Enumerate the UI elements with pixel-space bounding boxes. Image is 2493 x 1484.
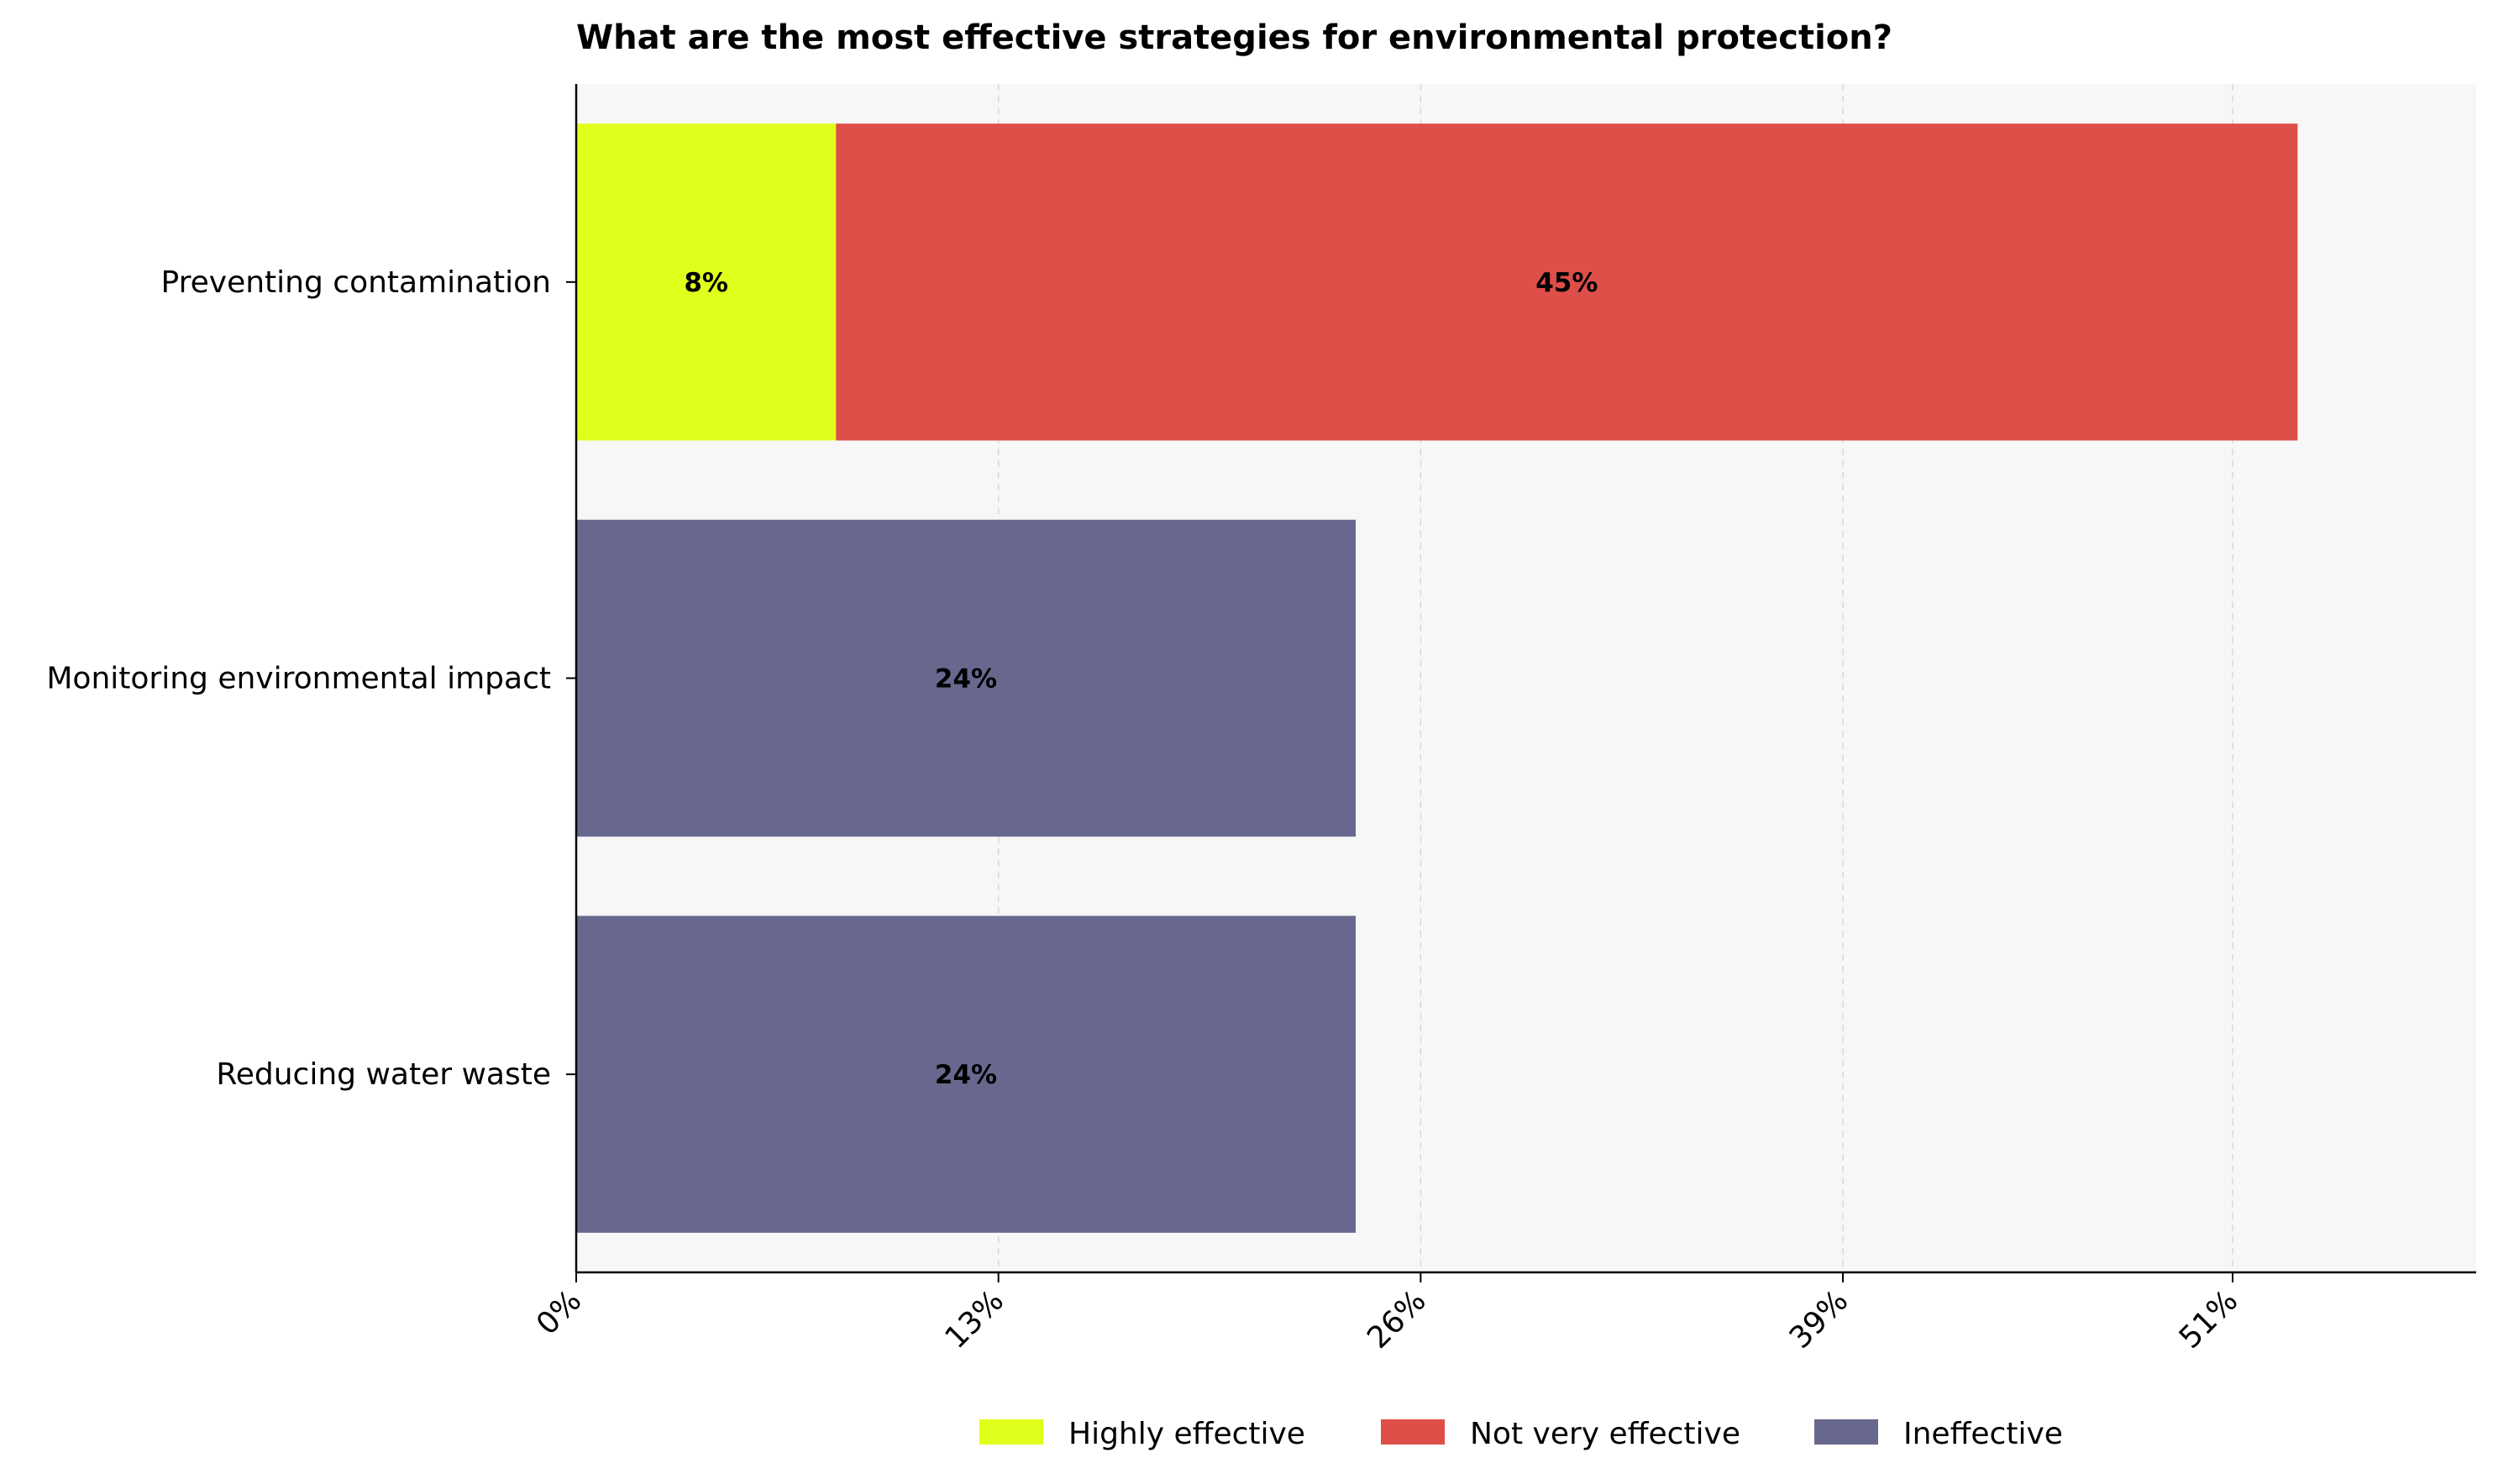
x-tick-label: 13% (938, 1283, 1010, 1356)
x-tick-label: 39% (1783, 1283, 1855, 1356)
chart-title: What are the most effective strategies f… (576, 18, 1892, 57)
bar-value-label: 8% (684, 268, 728, 298)
legend-label: Ineffective (1903, 1417, 2063, 1451)
category-label: Reducing water waste (216, 1057, 551, 1092)
category-label: Preventing contamination (161, 265, 551, 300)
legend-swatch (1381, 1419, 1445, 1445)
category-label: Monitoring environmental impact (46, 662, 551, 696)
x-tick-label: 0% (530, 1283, 588, 1341)
x-tick-label: 51% (2173, 1283, 2245, 1356)
legend-label: Not very effective (1470, 1417, 1740, 1451)
bar-value-label: 24% (935, 664, 997, 695)
bar-segment (836, 123, 2298, 441)
legend-swatch (979, 1419, 1043, 1445)
bar-value-label: 45% (1535, 268, 1598, 298)
x-tick-label: 26% (1361, 1283, 1433, 1356)
bar-segment (576, 915, 1356, 1233)
bar-segment (576, 519, 1356, 837)
legend-label: Highly effective (1068, 1417, 1305, 1451)
legend-swatch (1814, 1419, 1878, 1445)
bar-value-label: 24% (935, 1060, 997, 1090)
bar-segment (576, 123, 837, 441)
